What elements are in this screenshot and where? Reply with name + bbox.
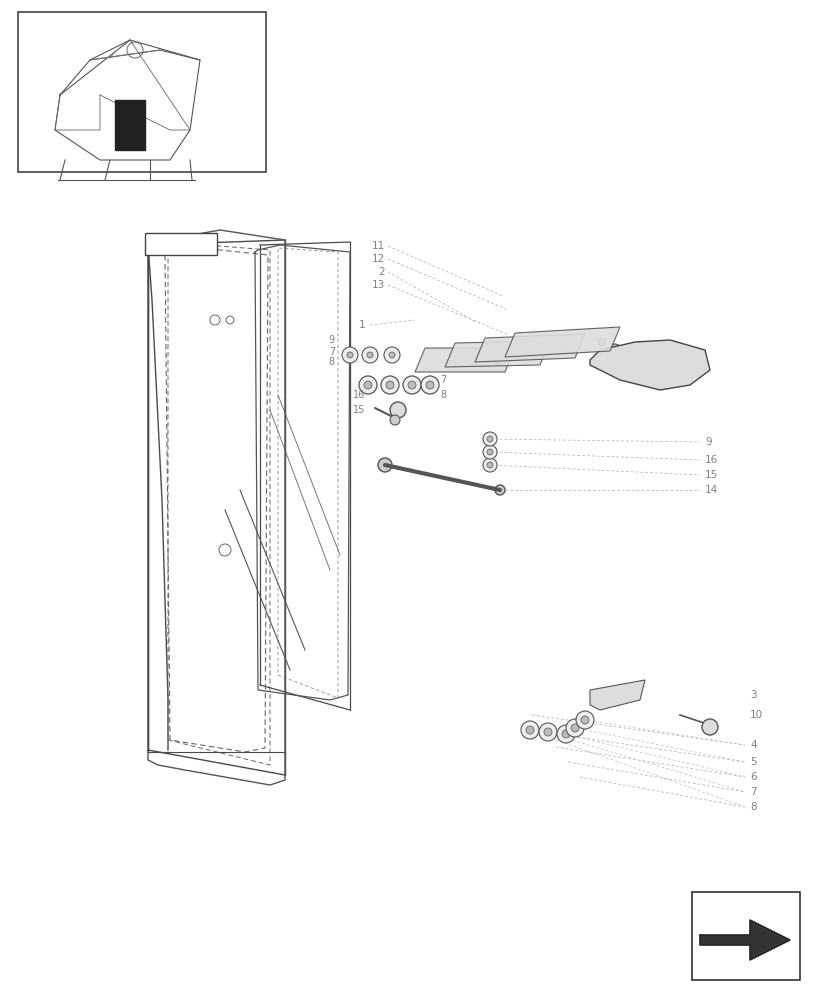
FancyBboxPatch shape	[18, 12, 265, 172]
Text: 7: 7	[749, 787, 756, 797]
Text: 15: 15	[352, 405, 365, 415]
Circle shape	[366, 352, 372, 358]
Circle shape	[385, 381, 394, 389]
Circle shape	[576, 711, 593, 729]
Circle shape	[384, 347, 399, 363]
Circle shape	[380, 376, 399, 394]
Text: PAG. 01: PAG. 01	[160, 239, 203, 249]
Circle shape	[538, 723, 557, 741]
Circle shape	[486, 449, 492, 455]
Circle shape	[378, 458, 391, 472]
Text: 1: 1	[358, 320, 365, 330]
Circle shape	[482, 432, 496, 446]
Circle shape	[408, 381, 415, 389]
Text: 6: 6	[749, 772, 756, 782]
Circle shape	[557, 725, 574, 743]
Circle shape	[389, 352, 394, 358]
Text: 7: 7	[328, 347, 335, 357]
Circle shape	[420, 376, 438, 394]
Polygon shape	[148, 235, 284, 775]
Circle shape	[390, 402, 405, 418]
Circle shape	[347, 352, 352, 358]
Circle shape	[425, 381, 433, 389]
Polygon shape	[504, 327, 619, 357]
Text: 11: 11	[371, 241, 385, 251]
Polygon shape	[702, 922, 747, 933]
Text: 4: 4	[749, 740, 756, 750]
Circle shape	[520, 721, 538, 739]
Polygon shape	[475, 334, 585, 362]
Polygon shape	[590, 680, 644, 710]
Polygon shape	[590, 340, 709, 390]
Text: 16: 16	[352, 390, 365, 400]
Polygon shape	[444, 341, 549, 367]
Circle shape	[361, 347, 378, 363]
Text: 9: 9	[704, 437, 710, 447]
Text: 10: 10	[749, 710, 762, 720]
Text: 12: 12	[371, 254, 385, 264]
Text: 3: 3	[749, 690, 756, 700]
Circle shape	[482, 458, 496, 472]
Text: 15: 15	[704, 470, 717, 480]
Text: 8: 8	[749, 802, 756, 812]
Circle shape	[571, 724, 578, 732]
Circle shape	[543, 728, 552, 736]
Circle shape	[482, 445, 496, 459]
Polygon shape	[115, 100, 145, 150]
Circle shape	[403, 376, 420, 394]
Text: 16: 16	[704, 455, 717, 465]
Circle shape	[495, 485, 504, 495]
Circle shape	[701, 719, 717, 735]
Text: 7: 7	[439, 375, 446, 385]
Text: 8: 8	[439, 390, 446, 400]
Polygon shape	[148, 248, 200, 762]
Text: 2: 2	[378, 267, 385, 277]
Circle shape	[528, 350, 535, 358]
Polygon shape	[414, 348, 514, 372]
Circle shape	[597, 338, 605, 346]
Text: 14: 14	[704, 485, 717, 495]
FancyBboxPatch shape	[691, 892, 799, 980]
Text: 9: 9	[328, 335, 335, 345]
Polygon shape	[55, 40, 200, 160]
Circle shape	[359, 376, 376, 394]
Circle shape	[492, 356, 500, 364]
Circle shape	[486, 436, 492, 442]
FancyBboxPatch shape	[145, 233, 217, 255]
Circle shape	[342, 347, 357, 363]
Circle shape	[566, 719, 583, 737]
Polygon shape	[699, 920, 789, 960]
Text: 13: 13	[371, 280, 385, 290]
Circle shape	[562, 344, 571, 352]
Circle shape	[581, 716, 588, 724]
Circle shape	[364, 381, 371, 389]
Text: 8: 8	[328, 357, 335, 367]
Circle shape	[486, 462, 492, 468]
Circle shape	[562, 730, 569, 738]
Circle shape	[390, 415, 399, 425]
Text: 5: 5	[749, 757, 756, 767]
Circle shape	[525, 726, 533, 734]
Circle shape	[609, 344, 620, 356]
